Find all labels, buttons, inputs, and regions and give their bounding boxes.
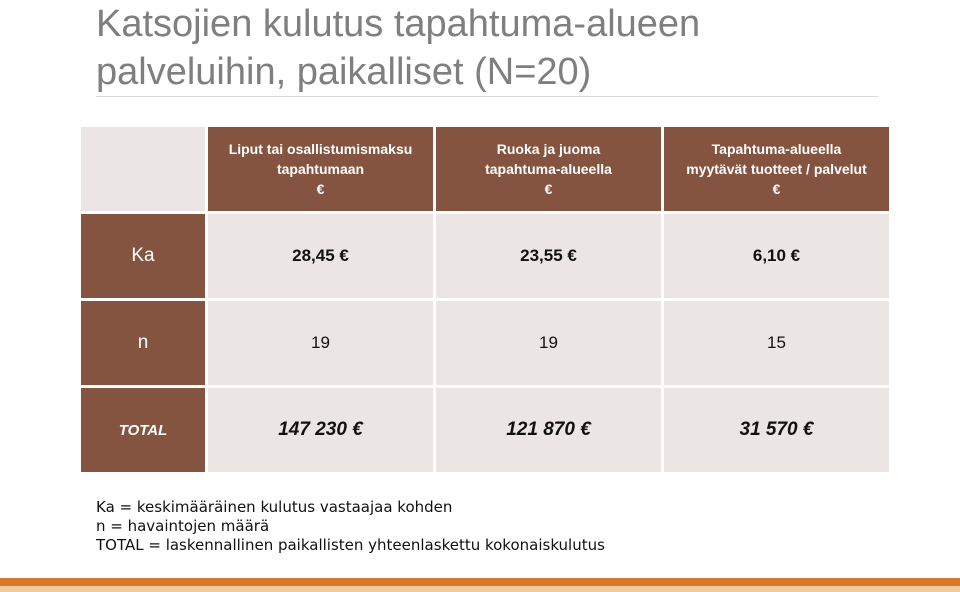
header-cell-tickets: Liput tai osallistumismaksu tapahtumaan … (208, 127, 433, 211)
table-cell: 19 (208, 301, 433, 385)
header-text: tapahtuma-alueella (485, 161, 612, 177)
spending-table: Liput tai osallistumismaksu tapahtumaan … (78, 124, 892, 475)
row-label-ka: Ka (81, 214, 205, 298)
table-cell: 6,10 € (664, 214, 889, 298)
table-row-total: TOTAL 147 230 € 121 870 € 31 570 € (81, 388, 889, 472)
slide-title: Katsojien kulutus tapahtuma-alueen palve… (96, 0, 856, 96)
table-cell: 19 (436, 301, 661, 385)
note-n: n = havaintojen määrä (96, 517, 270, 535)
header-text: Tapahtuma-alueella (711, 141, 842, 157)
note-ka: Ka = keskimääräinen kulutus vastaajaa ko… (96, 498, 453, 516)
table-cell: 23,55 € (436, 214, 661, 298)
title-divider (96, 96, 878, 97)
table-cell: 28,45 € (208, 214, 433, 298)
note-total: TOTAL = laskennallinen paikallisten yhte… (96, 536, 605, 554)
header-text: Liput tai osallistumismaksu (228, 141, 413, 157)
header-corner-cell (81, 127, 205, 211)
header-cell-food-drink: Ruoka ja juoma tapahtuma-alueella € (436, 127, 661, 211)
header-currency: € (544, 181, 553, 197)
header-currency: € (316, 181, 325, 197)
legend-notes: Ka = keskimääräinen kulutus vastaajaa ko… (96, 498, 605, 555)
table-cell: 121 870 € (436, 388, 661, 472)
table-cell: 147 230 € (208, 388, 433, 472)
table-row-n: n 19 19 15 (81, 301, 889, 385)
header-cell-products-services: Tapahtuma-alueella myytävät tuotteet / p… (664, 127, 889, 211)
header-currency: € (772, 181, 781, 197)
header-text: myytävät tuotteet / palvelut (686, 161, 867, 177)
table-cell: 15 (664, 301, 889, 385)
footer-accent-bar (0, 578, 960, 586)
slide-title-line-1: Katsojien kulutus tapahtuma-alueen (96, 3, 701, 45)
table-cell: 31 570 € (664, 388, 889, 472)
table-row-ka: Ka 28,45 € 23,55 € 6,10 € (81, 214, 889, 298)
row-label-total: TOTAL (81, 388, 205, 472)
header-text: Ruoka ja juoma (496, 141, 601, 157)
table-header-row: Liput tai osallistumismaksu tapahtumaan … (81, 127, 889, 211)
slide-title-line-2: palveluihin, paikalliset (N=20) (96, 51, 592, 93)
footer-accent-bar-light (0, 586, 960, 592)
header-text: tapahtumaan (276, 161, 365, 177)
row-label-n: n (81, 301, 205, 385)
